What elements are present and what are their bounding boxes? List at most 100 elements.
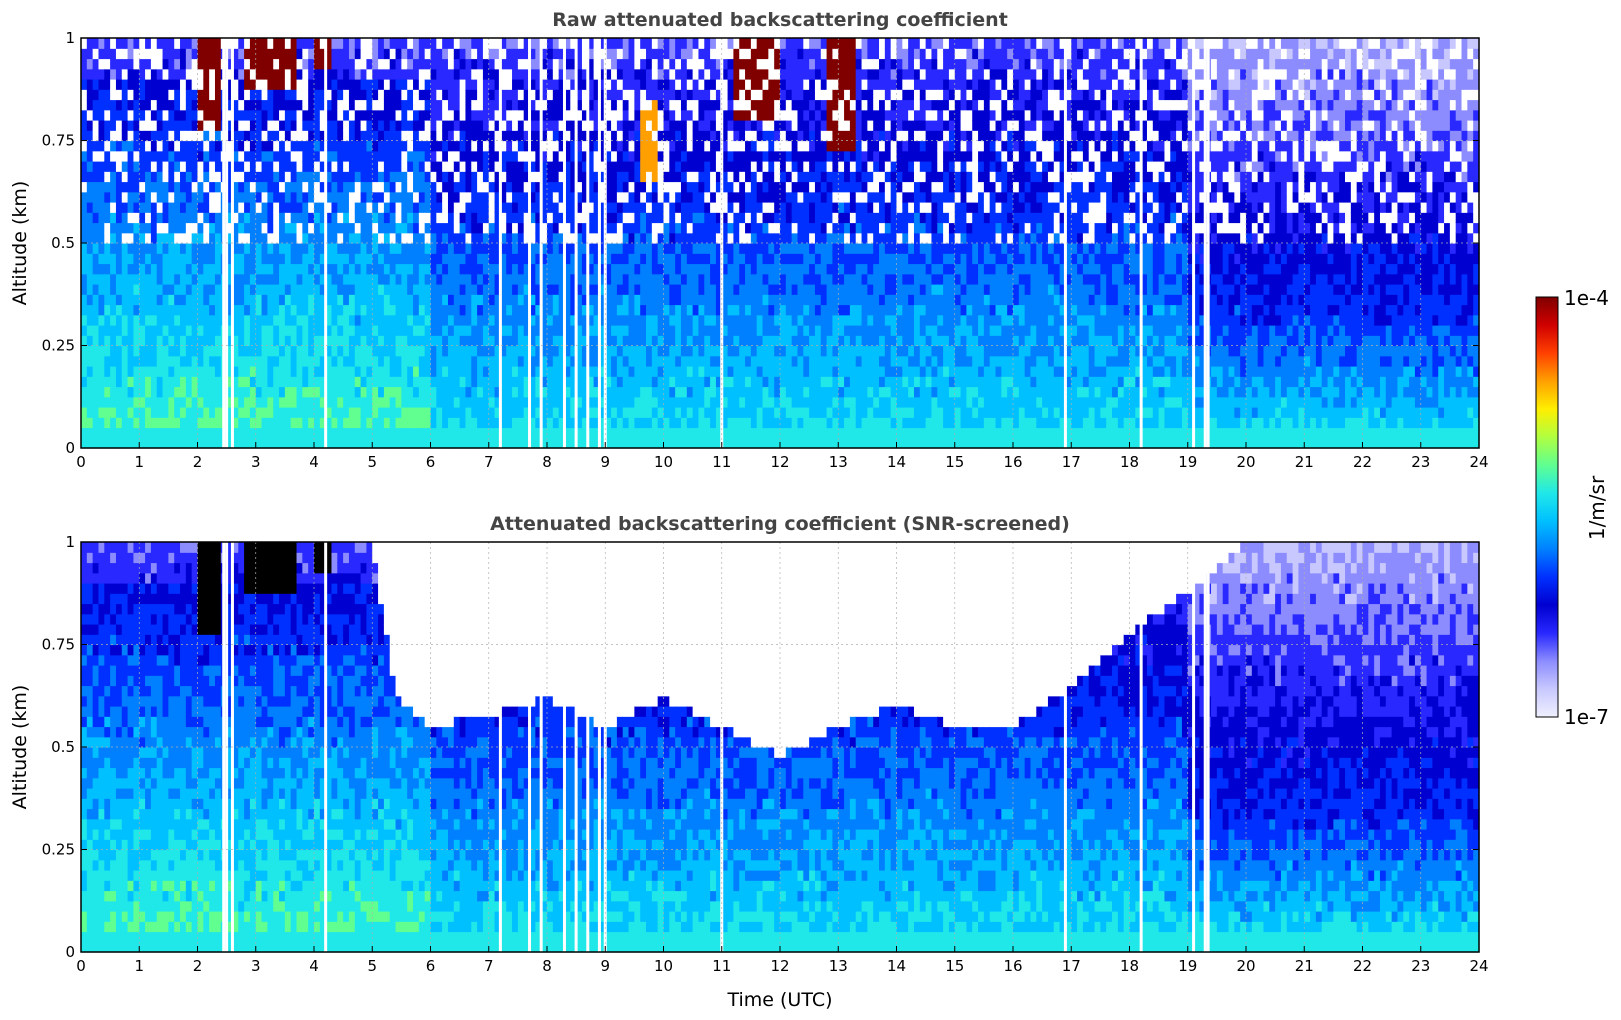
heatmap-cell (261, 68, 268, 80)
heatmap-cell (640, 140, 647, 152)
heatmap-cell (780, 68, 787, 80)
heatmap-cell (599, 150, 606, 162)
heatmap-cell (401, 99, 408, 111)
heatmap-cell (92, 79, 100, 90)
heatmap-cell (576, 294, 583, 306)
heatmap-cell (133, 345, 140, 357)
heatmap-cell (261, 243, 268, 254)
heatmap-cell (488, 314, 496, 326)
heatmap-cell (348, 294, 356, 306)
heatmap-cell (430, 355, 437, 367)
heatmap-cell (780, 130, 787, 142)
heatmap-cell (686, 150, 694, 162)
heatmap-cell (459, 89, 467, 101)
heatmap-cell (418, 222, 426, 234)
heatmap-cell (581, 345, 589, 357)
heatmap-cell (314, 263, 321, 275)
heatmap-cell (226, 48, 234, 60)
heatmap-cell (121, 232, 129, 244)
heatmap-cell (255, 222, 263, 234)
heatmap-cell (343, 232, 350, 244)
heatmap-cell (319, 437, 327, 449)
heatmap-cell (360, 181, 368, 193)
heatmap-cell (110, 68, 117, 80)
heatmap-cell (727, 109, 734, 121)
heatmap-cell (628, 345, 635, 357)
heatmap-cell (477, 120, 484, 131)
heatmap-cell (319, 150, 327, 162)
heatmap-cell (471, 89, 478, 101)
heatmap-cell (564, 386, 571, 398)
heatmap-cell (127, 161, 135, 172)
heatmap-cell (191, 130, 199, 142)
heatmap-cell (657, 366, 665, 377)
heatmap-cell (360, 58, 368, 70)
heatmap-cell (622, 376, 630, 388)
heatmap-cell (465, 232, 472, 244)
heatmap-cell (721, 109, 729, 121)
heatmap-cell (488, 294, 496, 306)
heatmap-cell (715, 366, 723, 377)
heatmap-cell (209, 161, 216, 172)
heatmap-cell (488, 79, 496, 90)
heatmap-cell (244, 171, 251, 183)
heatmap-cell (348, 417, 356, 429)
heatmap-cell (418, 325, 426, 336)
heatmap-cell (523, 437, 531, 449)
heatmap-cell (401, 181, 408, 193)
heatmap-cell (354, 79, 362, 90)
heatmap-cell (523, 79, 531, 90)
heatmap-cell (92, 130, 100, 142)
heatmap-cell (302, 396, 309, 408)
heatmap-cell (366, 314, 373, 326)
heatmap-cell (657, 243, 665, 254)
heatmap-cell (471, 263, 478, 275)
heatmap-cell (646, 79, 653, 90)
heatmap-cell (576, 68, 583, 80)
heatmap-cell (214, 140, 222, 152)
heatmap-cell (261, 345, 268, 357)
heatmap-cell (692, 150, 700, 162)
heatmap-cell (180, 212, 187, 224)
heatmap-cell (372, 140, 379, 152)
heatmap-cell (348, 48, 356, 60)
heatmap-cell (430, 202, 437, 213)
heatmap-cell (750, 386, 758, 398)
heatmap-cell (506, 161, 513, 172)
heatmap-cell (343, 437, 350, 449)
heatmap-cell (348, 140, 356, 152)
heatmap-cell (622, 437, 630, 449)
heatmap-cell (500, 99, 507, 111)
heatmap-cell (348, 120, 356, 131)
heatmap-cell (238, 355, 245, 367)
heatmap-cell (581, 304, 589, 316)
heatmap-cell (150, 314, 158, 326)
heatmap-cell (255, 212, 263, 224)
heatmap-cell (529, 386, 536, 398)
heatmap-cell (343, 366, 350, 377)
heatmap-cell (698, 181, 705, 193)
heatmap-cell (669, 181, 676, 193)
heatmap-cell (675, 212, 682, 224)
heatmap-cell (98, 171, 105, 183)
heatmap-cell (383, 376, 391, 388)
heatmap-cell (343, 376, 350, 388)
heatmap-cell (675, 366, 682, 377)
heatmap-cell (780, 161, 787, 172)
heatmap-cell (646, 89, 653, 101)
heatmap-cell (686, 427, 694, 439)
heatmap-cell (372, 325, 379, 336)
heatmap-cell (308, 120, 315, 131)
heatmap-cell (663, 304, 670, 316)
heatmap-cell (500, 161, 507, 172)
heatmap-cell (745, 273, 752, 285)
heatmap-cell (552, 253, 560, 265)
heatmap-cell (209, 366, 216, 377)
heatmap-cell (319, 171, 327, 183)
heatmap-cell (430, 437, 437, 449)
heatmap-cell (226, 273, 234, 285)
heatmap-cell (115, 79, 123, 90)
heatmap-cell (506, 273, 513, 285)
heatmap-cell (104, 396, 111, 408)
heatmap-cell (150, 253, 158, 265)
